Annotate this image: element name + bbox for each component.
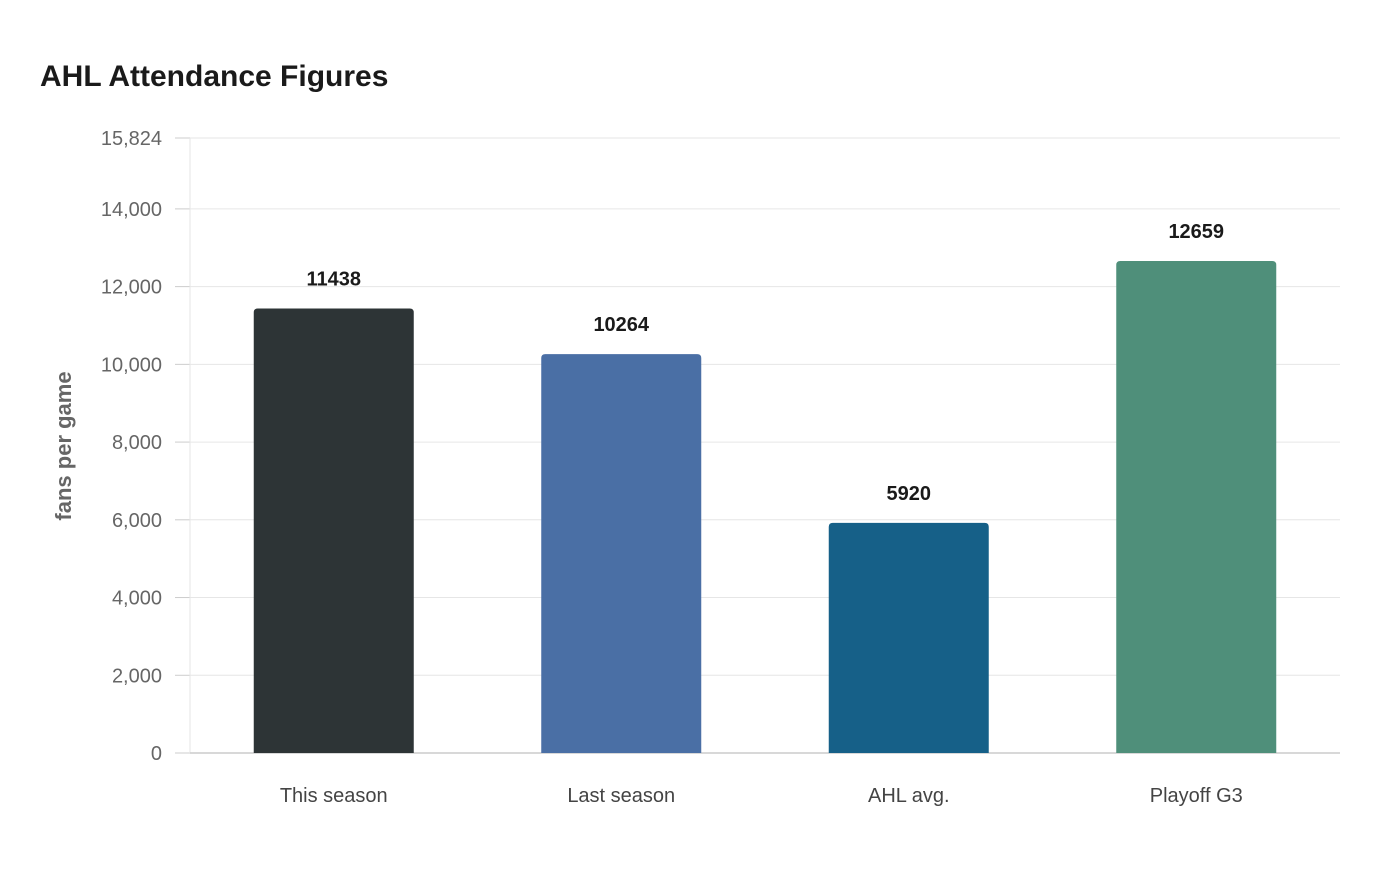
data-label: 12659 [1168,221,1224,243]
bar [828,522,989,753]
bar [1116,261,1277,753]
bar [253,308,414,753]
y-tick-label: 8,000 [112,432,162,454]
y-tick-label: 12,000 [101,277,162,299]
data-label: 5920 [887,483,932,505]
x-tick-label: This season [280,785,388,807]
y-tick-label: 6,000 [112,510,162,532]
bar [541,354,702,753]
y-tick-label: 15,824 [101,128,162,150]
y-tick-label: 14,000 [101,199,162,221]
y-tick-label: 4,000 [112,588,162,610]
data-label: 10264 [593,314,649,336]
y-axis-label: fans per game [51,371,76,520]
y-tick-label: 2,000 [112,665,162,687]
y-tick-label: 10,000 [101,354,162,376]
x-tick-label: AHL avg. [868,785,950,807]
x-tick-label: Playoff G3 [1150,785,1243,807]
y-tick-label: 0 [151,743,162,765]
x-tick-label: Last season [567,785,675,807]
chart-title: AHL Attendance Figures [40,60,389,93]
data-label: 11438 [306,268,361,290]
